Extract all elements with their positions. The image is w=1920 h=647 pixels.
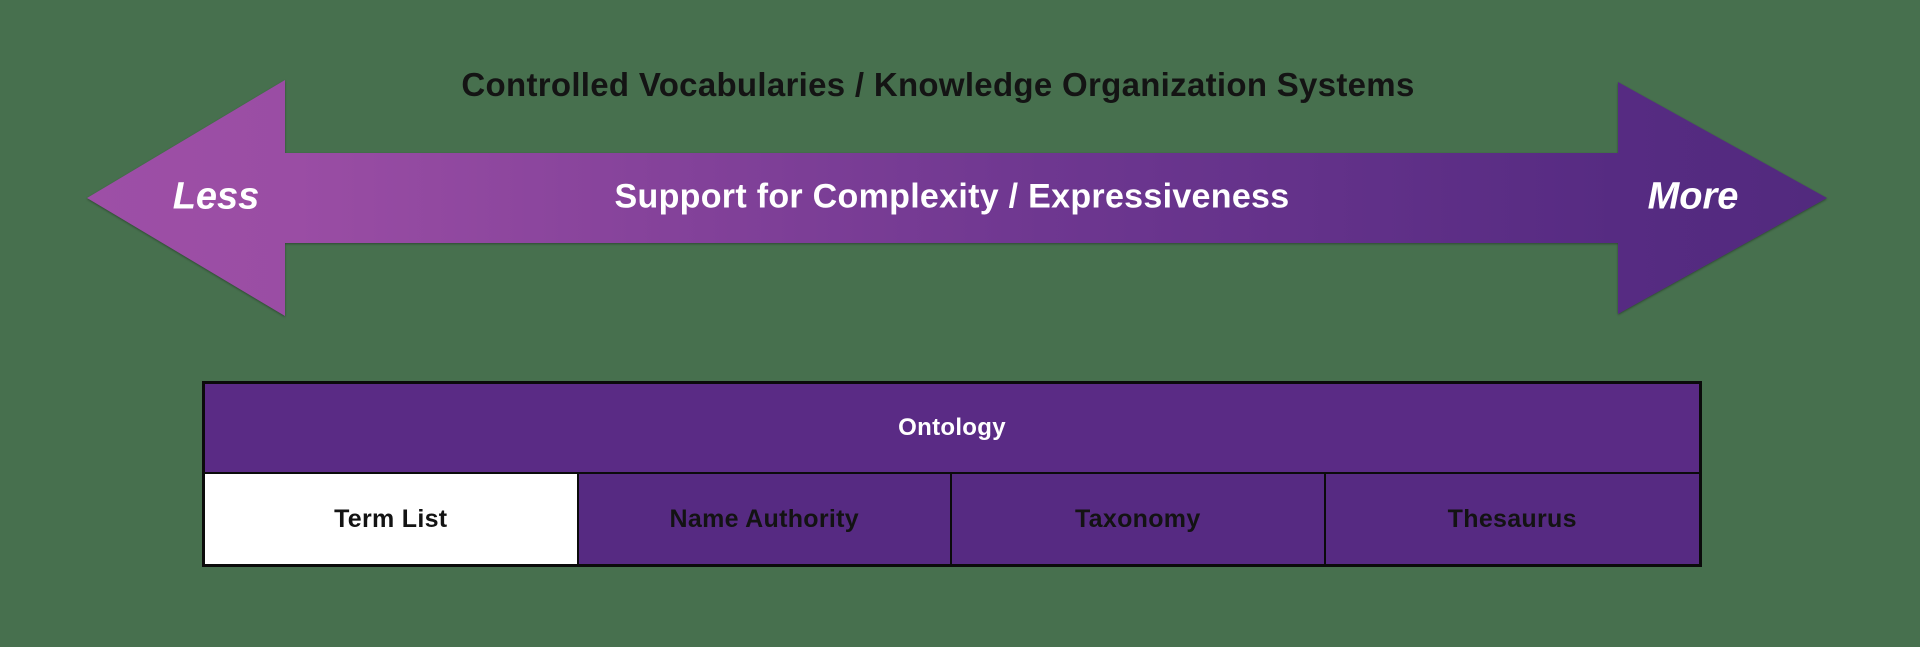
ontology-cell-label: Ontology — [898, 414, 1006, 441]
table-row-ontology: Ontology — [205, 384, 1699, 474]
vocabulary-table: Ontology Term List Name Authority Taxono… — [202, 381, 1702, 567]
table-cell-thesaurus: Thesaurus — [1325, 474, 1699, 564]
table-cell-taxonomy: Taxonomy — [952, 474, 1326, 564]
table-row-vocab-types: Term List Name Authority Taxonomy Thesau… — [205, 474, 1699, 564]
arrow-left-label: Less — [172, 175, 260, 218]
table-cell-name-authority: Name Authority — [578, 474, 952, 564]
spectrum-arrow: Less Support for Complexity / Expressive… — [87, 80, 1827, 316]
arrow-right-label: More — [1647, 175, 1739, 218]
name-authority-cell-label: Name Authority — [669, 504, 859, 533]
arrow-center-label: Support for Complexity / Expressiveness — [614, 177, 1290, 216]
thesaurus-cell-label: Thesaurus — [1447, 504, 1577, 533]
term-list-cell-label: Term List — [334, 504, 448, 533]
taxonomy-cell-label: Taxonomy — [1074, 504, 1201, 533]
diagram-title: Controlled Vocabularies / Knowledge Orga… — [461, 66, 1415, 103]
table-cell-term-list: Term List — [205, 474, 579, 564]
